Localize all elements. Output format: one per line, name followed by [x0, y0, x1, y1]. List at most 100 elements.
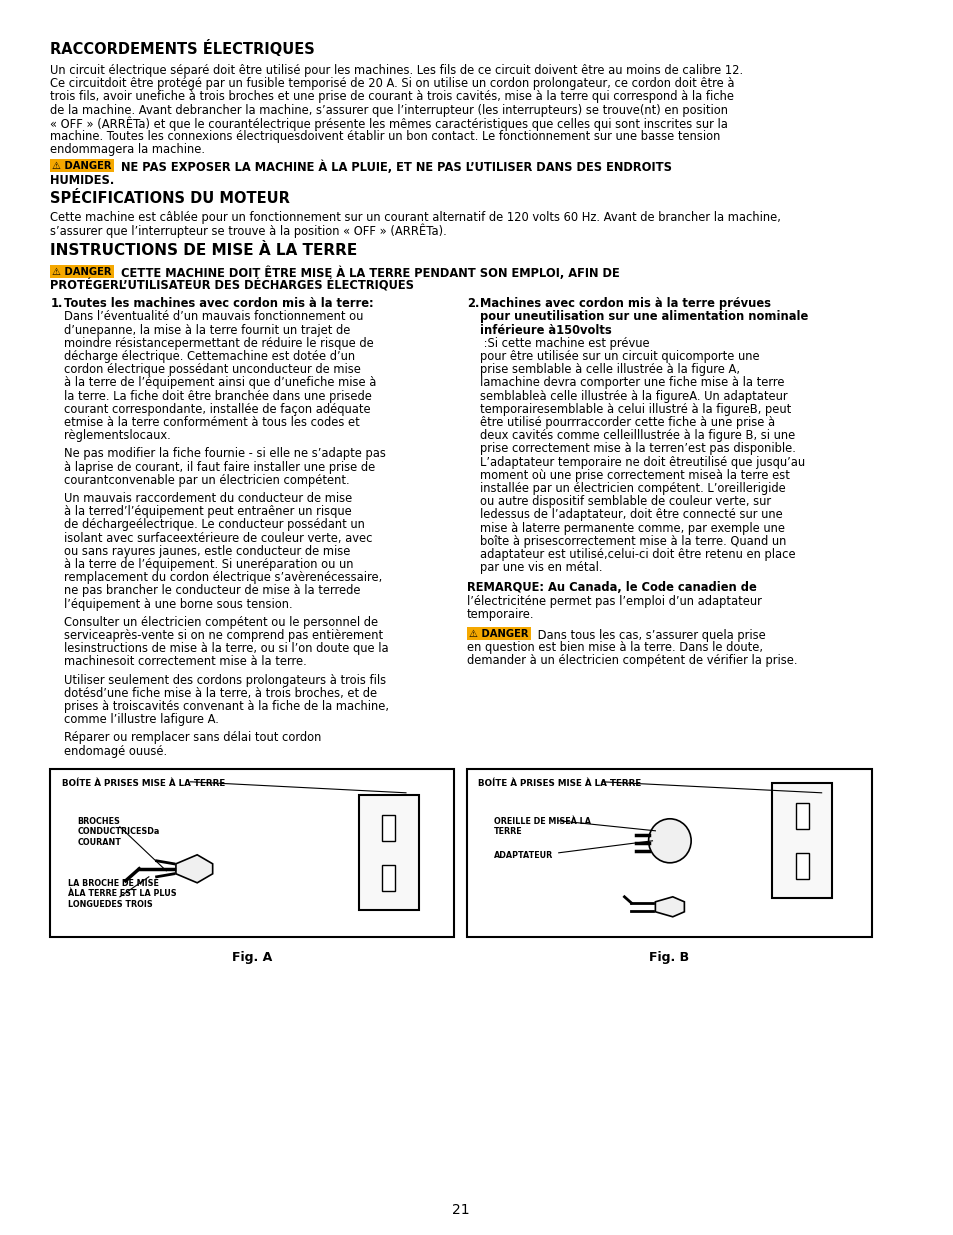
Text: Ne pas modifier la fiche fournie - si elle ne s’adapte pas: Ne pas modifier la fiche fournie - si el… — [64, 447, 385, 461]
Text: à laprise de courant, il faut faire installer une prise de: à laprise de courant, il faut faire inst… — [64, 461, 375, 473]
Text: adaptateur est utilisé,celui-ci doit être retenu en place: adaptateur est utilisé,celui-ci doit êtr… — [480, 548, 795, 561]
Text: Dans l’éventualité d’un mauvais fonctionnement ou: Dans l’éventualité d’un mauvais fonction… — [64, 310, 363, 324]
Text: endomagé ouusé.: endomagé ouusé. — [64, 745, 167, 757]
Bar — [381, 815, 395, 841]
Text: ADAPTATEUR: ADAPTATEUR — [494, 851, 553, 860]
Text: BOÍTE À PRISES MISE À LA TERRE: BOÍTE À PRISES MISE À LA TERRE — [478, 779, 641, 788]
Text: ne pas brancher le conducteur de mise à la terrede: ne pas brancher le conducteur de mise à … — [64, 584, 360, 598]
Text: à la terred’l’équipement peut entraêner un risque: à la terred’l’équipement peut entraêner … — [64, 505, 351, 519]
Text: dotésd’une fiche mise à la terre, à trois broches, et de: dotésd’une fiche mise à la terre, à troi… — [64, 687, 376, 700]
Text: Un circuit électrique séparé doit être utilisé pour les machines. Les fils de ce: Un circuit électrique séparé doit être u… — [51, 64, 742, 77]
Text: temporairesemblable à celui illustré à la figureB, peut: temporairesemblable à celui illustré à l… — [480, 403, 791, 416]
Text: inférieure à150volts: inférieure à150volts — [480, 324, 612, 337]
Text: ou sans rayures jaunes, estle conducteur de mise: ou sans rayures jaunes, estle conducteur… — [64, 545, 350, 558]
Text: temporaire.: temporaire. — [466, 608, 534, 621]
Bar — [51, 159, 114, 173]
Text: s’assurer que l’interrupteur se trouve à la position « OFF » (ARRÊTa).: s’assurer que l’interrupteur se trouve à… — [51, 224, 447, 238]
Text: ledessus de l’adaptateur, doit être connecté sur une: ledessus de l’adaptateur, doit être conn… — [480, 509, 782, 521]
Text: isolant avec surfaceextérieure de couleur verte, avec: isolant avec surfaceextérieure de couleu… — [64, 531, 372, 545]
Text: Fig. B: Fig. B — [649, 951, 689, 963]
Text: l’équipement à une borne sous tension.: l’équipement à une borne sous tension. — [64, 598, 293, 610]
Polygon shape — [175, 855, 213, 883]
Text: BROCHES
CONDUCTRICESDa
COURANT: BROCHES CONDUCTRICESDa COURANT — [77, 816, 159, 847]
Text: comme l’illustre lafigure A.: comme l’illustre lafigure A. — [64, 713, 218, 726]
Bar — [772, 783, 831, 898]
Text: d’unepanne, la mise à la terre fournit un trajet de: d’unepanne, la mise à la terre fournit u… — [64, 324, 350, 337]
Text: de la machine. Avant debrancher la machine, s’assurer que l’interrupteur (les in: de la machine. Avant debrancher la machi… — [51, 104, 727, 116]
Text: Utiliser seulement des cordons prolongateurs à trois fils: Utiliser seulement des cordons prolongat… — [64, 673, 386, 687]
Text: trois fils, avoir unefiche à trois broches et une prise de courant à trois cavit: trois fils, avoir unefiche à trois broch… — [51, 90, 734, 104]
Text: installée par un électricien compétent. L’oreillerigide: installée par un électricien compétent. … — [480, 482, 785, 495]
Text: moindre résistancepermettant de réduire le risque de: moindre résistancepermettant de réduire … — [64, 337, 374, 350]
Text: serviceaprès-vente si on ne comprend pas entièrement: serviceaprès-vente si on ne comprend pas… — [64, 629, 382, 642]
Text: ou autre dispositif semblable de couleur verte, sur: ou autre dispositif semblable de couleur… — [480, 495, 771, 508]
Text: moment où une prise correctement miseà la terre est: moment où une prise correctement miseà l… — [480, 469, 789, 482]
Text: SPÉCIFICATIONS DU MOTEUR: SPÉCIFICATIONS DU MOTEUR — [51, 190, 290, 205]
Text: L’adaptateur temporaire ne doit êtreutilisé que jusqu’au: L’adaptateur temporaire ne doit êtreutil… — [480, 456, 804, 468]
Text: demander à un électricien compétent de vérifier la prise.: demander à un électricien compétent de v… — [466, 655, 797, 667]
Text: Dans tous les cas, s’assurer quela prise: Dans tous les cas, s’assurer quela prise — [533, 629, 764, 641]
Text: REMARQUE: Au Canada, le Code canadien de: REMARQUE: Au Canada, le Code canadien de — [466, 582, 756, 594]
Text: Consulter un électricien compétent ou le personnel de: Consulter un électricien compétent ou le… — [64, 616, 377, 629]
Text: etmise à la terre conformément à tous les codes et: etmise à la terre conformément à tous le… — [64, 416, 359, 429]
Text: par une vis en métal.: par une vis en métal. — [480, 561, 602, 574]
Text: boîte à prisescorrectement mise à la terre. Quand un: boîte à prisescorrectement mise à la ter… — [480, 535, 786, 548]
Text: PROTÉGERL’UTILISATEUR DES DÉCHARGES ÉLECTRIQUES: PROTÉGERL’UTILISATEUR DES DÉCHARGES ÉLEC… — [51, 279, 414, 293]
Text: Un mauvais raccordement du conducteur de mise: Un mauvais raccordement du conducteur de… — [64, 492, 352, 505]
Text: règlementslocaux.: règlementslocaux. — [64, 430, 171, 442]
Text: semblableà celle illustrée à la figureA. Un adaptateur: semblableà celle illustrée à la figureA.… — [480, 389, 787, 403]
Text: de déchargeélectrique. Le conducteur possédant un: de déchargeélectrique. Le conducteur pos… — [64, 519, 364, 531]
Bar — [51, 266, 114, 278]
Text: HUMIDES.: HUMIDES. — [51, 174, 114, 186]
Text: INSTRUCTIONS DE MISE À LA TERRE: INSTRUCTIONS DE MISE À LA TERRE — [51, 243, 357, 258]
Bar — [466, 769, 871, 937]
Bar — [466, 627, 530, 640]
Text: pour être utilisée sur un circuit quicomporte une: pour être utilisée sur un circuit quicom… — [480, 350, 760, 363]
Text: Ce circuitdoit être protégé par un fusible temporisé de 20 A. Si on utilise un c: Ce circuitdoit être protégé par un fusib… — [51, 78, 734, 90]
Text: lesinstructions de mise à la terre, ou si l’on doute que la: lesinstructions de mise à la terre, ou s… — [64, 642, 388, 656]
Text: Réparer ou remplacer sans délai tout cordon: Réparer ou remplacer sans délai tout cor… — [64, 731, 321, 745]
Text: 21: 21 — [452, 1203, 470, 1216]
Bar — [795, 803, 808, 829]
Text: machine. Toutes les connexions électriquesdoivent établir un bon contact. Le fon: machine. Toutes les connexions électriqu… — [51, 130, 720, 143]
Bar — [358, 795, 418, 910]
Text: ⚠ DANGER: ⚠ DANGER — [52, 267, 112, 277]
Text: à la terre de l’équipement. Si uneréparation ou un: à la terre de l’équipement. Si unerépara… — [64, 558, 353, 571]
Text: courant correspondante, installée de façon adéquate: courant correspondante, installée de faç… — [64, 403, 370, 416]
Text: prises à troiscavités convenant à la fiche de la machine,: prises à troiscavités convenant à la fic… — [64, 700, 389, 713]
Text: Toutes les machines avec cordon mis à la terre:: Toutes les machines avec cordon mis à la… — [64, 298, 373, 310]
Bar — [51, 769, 454, 937]
Text: à la terre de l’équipement ainsi que d’unefiche mise à: à la terre de l’équipement ainsi que d’u… — [64, 377, 375, 389]
Text: Cette machine est câblée pour un fonctionnement sur un courant alternatif de 120: Cette machine est câblée pour un fonctio… — [51, 211, 781, 224]
Text: pour uneutilisation sur une alimentation nominale: pour uneutilisation sur une alimentation… — [480, 310, 808, 324]
Text: 2.: 2. — [466, 298, 478, 310]
Text: remplacement du cordon électrique s’avèrenécessaire,: remplacement du cordon électrique s’avèr… — [64, 572, 381, 584]
Text: être utilisé pourrraccorder cette fiche à une prise à: être utilisé pourrraccorder cette fiche … — [480, 416, 775, 429]
Text: mise à laterre permanente comme, par exemple une: mise à laterre permanente comme, par exe… — [480, 521, 784, 535]
Text: OREILLE DE MISEÀ LA
TERRE: OREILLE DE MISEÀ LA TERRE — [494, 816, 590, 836]
Polygon shape — [655, 897, 683, 916]
Text: en question est bien mise à la terre. Dans le doute,: en question est bien mise à la terre. Da… — [466, 641, 762, 655]
Bar — [795, 853, 808, 879]
Text: l’électriciténe permet pas l’emploi d’un adaptateur: l’électriciténe permet pas l’emploi d’un… — [466, 594, 760, 608]
Text: ⚠ DANGER: ⚠ DANGER — [468, 629, 528, 638]
Text: « OFF » (ARRÊTa) et que le courantélectrique présente les mêmes caractéristiques: « OFF » (ARRÊTa) et que le courantélectr… — [51, 117, 727, 131]
Text: RACCORDEMENTS ÉLECTRIQUES: RACCORDEMENTS ÉLECTRIQUES — [51, 40, 314, 57]
Text: ⚠ DANGER: ⚠ DANGER — [52, 161, 112, 170]
Text: NE PAS EXPOSER LA MACHINE À LA PLUIE, ET NE PAS L’UTILISER DANS DES ENDROITS: NE PAS EXPOSER LA MACHINE À LA PLUIE, ET… — [117, 161, 671, 174]
Circle shape — [648, 819, 690, 863]
Text: la terre. La fiche doit être branchée dans une prisede: la terre. La fiche doit être branchée da… — [64, 389, 372, 403]
Text: cordon électrique possédant unconducteur de mise: cordon électrique possédant unconducteur… — [64, 363, 360, 377]
Text: prise semblable à celle illustrée à la figure A,: prise semblable à celle illustrée à la f… — [480, 363, 740, 377]
Text: BOÍTE À PRISES MISE À LA TERRE: BOÍTE À PRISES MISE À LA TERRE — [62, 779, 225, 788]
Text: LA BROCHE DE MISE
ÀLA TERRE EST LA PLUS
LONGUEDES TROIS: LA BROCHE DE MISE ÀLA TERRE EST LA PLUS … — [68, 879, 176, 909]
Text: 1.: 1. — [51, 298, 63, 310]
Text: lamachine devra comporter une fiche mise à la terre: lamachine devra comporter une fiche mise… — [480, 377, 784, 389]
Text: endommagera la machine.: endommagera la machine. — [51, 143, 205, 156]
Text: machinesoit correctement mise à la terre.: machinesoit correctement mise à la terre… — [64, 656, 306, 668]
Text: courantconvenable par un électricien compétent.: courantconvenable par un électricien com… — [64, 474, 349, 487]
Text: décharge électrique. Cettemachine est dotée d’un: décharge électrique. Cettemachine est do… — [64, 350, 355, 363]
Text: prise correctement mise à la terren’est pas disponible.: prise correctement mise à la terren’est … — [480, 442, 796, 456]
Text: :Si cette machine est prévue: :Si cette machine est prévue — [480, 337, 649, 350]
Text: deux cavités comme celleilllustrée à la figure B, si une: deux cavités comme celleilllustrée à la … — [480, 430, 795, 442]
